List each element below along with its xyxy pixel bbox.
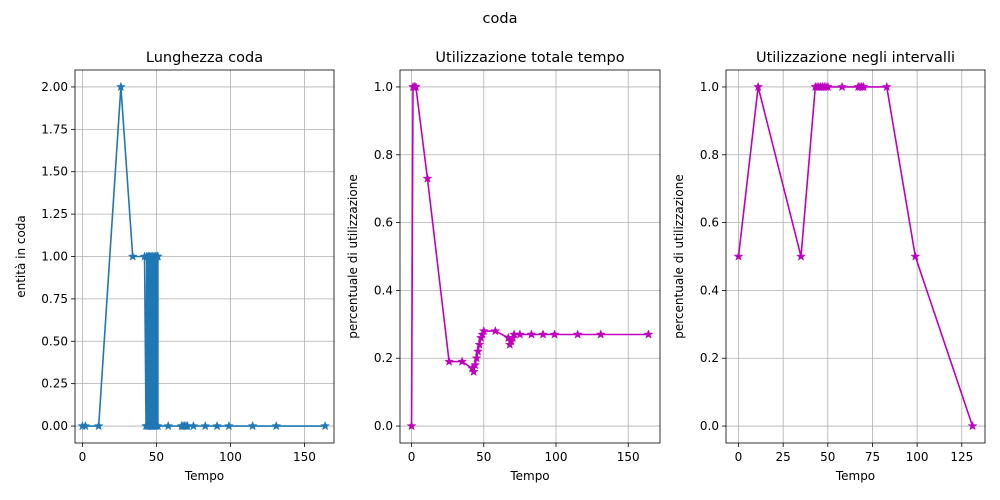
chart-2: 0 50 100 150 0.0 0.2 0.4 0.6 0.8 1.0 Utilizzazione… <box>346 50 661 483</box>
data-point <box>444 356 455 366</box>
y-tick-label: 0.4 <box>374 283 393 297</box>
y-tick-label: 0.8 <box>700 148 719 162</box>
data-point <box>320 420 331 431</box>
y-tick-label: 0.25 <box>41 377 68 391</box>
y-tick-label: 1.00 <box>41 250 68 264</box>
x-axis-label: Tempo <box>509 469 549 483</box>
data-point <box>514 329 525 339</box>
y-tick-label: 0.0 <box>374 419 393 433</box>
y-tick-label: 0.4 <box>700 283 719 297</box>
x-tick-label: 100 <box>906 450 929 464</box>
data-point <box>595 329 606 339</box>
y-tick-label: 1.0 <box>374 80 393 94</box>
chart-1: 0 50 100 150 0.00 0.25 0.50 0.75 1.00 1.25 1.50 1.7… <box>14 50 335 483</box>
y-tick-label: 1.0 <box>700 80 719 94</box>
data-point <box>422 173 433 183</box>
data-point <box>967 420 978 431</box>
data-point <box>643 329 654 339</box>
x-tick-label: 100 <box>545 450 568 464</box>
data-point <box>733 251 744 261</box>
chart-3: 0 25 50 75 100 125 0.0 0.2 0.4 0.6 0.8 1.0 Utilizzaz… <box>672 50 986 483</box>
data-point <box>473 346 483 356</box>
data-point <box>572 329 583 339</box>
series-line <box>737 86 974 427</box>
data-point <box>470 359 481 370</box>
data-point <box>247 420 258 431</box>
x-tick-label: 150 <box>293 450 316 464</box>
data-point <box>163 420 174 431</box>
data-point <box>549 329 560 339</box>
data-point <box>910 251 921 261</box>
data-point <box>188 420 199 431</box>
y-axis-label: percentuale di utilizzazione <box>346 174 360 338</box>
x-tick-label: 50 <box>149 450 164 464</box>
data-point <box>881 81 892 92</box>
data-point <box>406 420 417 431</box>
x-tick-label: 50 <box>820 450 835 464</box>
data-point <box>115 81 126 92</box>
data-point <box>822 81 833 92</box>
y-tick-label: 0.00 <box>41 419 68 433</box>
x-axis-label: Tempo <box>835 469 875 483</box>
y-tick-label: 0.6 <box>700 216 719 230</box>
data-point <box>478 325 489 336</box>
data-point <box>127 251 138 261</box>
data-point <box>471 353 482 363</box>
y-tick-label: 2.00 <box>41 80 68 94</box>
data-point <box>490 325 501 336</box>
data-point <box>80 420 91 431</box>
x-tick-label: 0 <box>79 450 87 464</box>
chart-title: Utilizzazione totale tempo <box>435 50 624 66</box>
x-tick-label: 100 <box>219 450 242 464</box>
data-point <box>468 366 479 376</box>
y-tick-label: 0.2 <box>700 351 719 365</box>
chart-title: Utilizzazione negli intervalli <box>756 50 955 66</box>
y-tick-label: 1.25 <box>41 207 68 221</box>
x-tick-label: 75 <box>865 450 880 464</box>
x-tick-label: 25 <box>776 450 791 464</box>
x-tick-label: 0 <box>408 450 416 464</box>
y-tick-label: 0.75 <box>41 292 68 306</box>
data-point <box>224 420 234 431</box>
y-tick-label: 0.2 <box>374 351 393 365</box>
plot-frame <box>399 69 661 444</box>
data-point <box>93 420 104 431</box>
data-point <box>837 81 848 92</box>
figure-suptitle: coda <box>483 11 518 27</box>
data-point <box>796 251 806 261</box>
data-point <box>271 420 282 431</box>
y-axis-label: entità in coda <box>14 215 28 298</box>
y-axis-label: percentuale di utilizzazione <box>672 174 686 338</box>
y-tick-label: 0.0 <box>700 419 719 433</box>
x-tick-label: 50 <box>476 450 491 464</box>
y-tick-label: 0.50 <box>41 334 68 348</box>
data-point <box>526 329 537 339</box>
data-point <box>858 81 869 92</box>
data-point <box>753 81 764 92</box>
y-tick-label: 1.50 <box>41 165 68 179</box>
x-tick-label: 125 <box>950 450 973 464</box>
x-tick-label: 0 <box>735 450 743 464</box>
data-point <box>152 251 163 261</box>
data-point <box>538 329 548 339</box>
y-tick-label: 0.8 <box>374 148 393 162</box>
x-tick-label: 150 <box>617 450 640 464</box>
data-point <box>200 420 211 431</box>
data-point <box>147 420 157 431</box>
y-tick-label: 0.6 <box>374 216 393 230</box>
data-point <box>410 81 421 92</box>
data-point <box>474 339 485 349</box>
chart-title: Lunghezza coda <box>146 50 263 66</box>
data-point <box>457 356 468 366</box>
y-tick-label: 1.75 <box>41 122 68 136</box>
x-axis-label: Tempo <box>184 469 224 483</box>
plot-frame <box>725 69 986 444</box>
series-line <box>410 86 649 427</box>
data-point <box>212 420 222 431</box>
